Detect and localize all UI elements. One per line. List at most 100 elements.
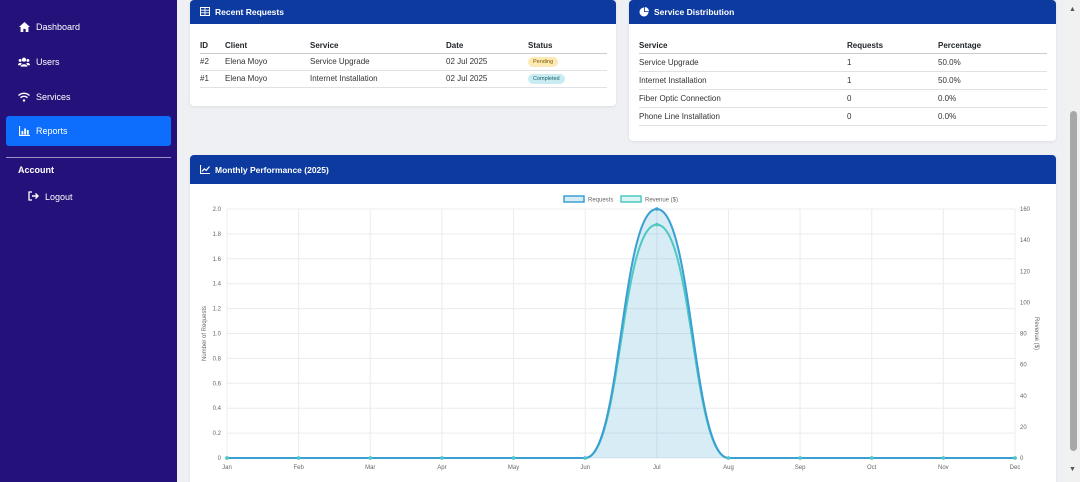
y2-tick-label: 40 (1020, 394, 1027, 400)
card-title: Recent Requests (215, 7, 284, 17)
table-row: Internet Installation 1 50.0% (639, 71, 1047, 89)
sidebar-item-label: Users (36, 57, 60, 67)
monthly-performance-header: Monthly Performance (2025) (190, 155, 1056, 184)
requests-point (655, 207, 659, 211)
cell-id: #1 (200, 74, 209, 83)
column-header: Date (446, 41, 464, 51)
recent-requests-table: ID Client Service Date Status #2 Elena M… (200, 39, 607, 88)
x-tick-label: Nov (938, 465, 949, 471)
wifi-icon (18, 91, 30, 103)
cell-percentage: 50.0% (938, 57, 961, 67)
cell-date: 02 Jul 2025 (446, 74, 488, 83)
y-tick-label: 0.2 (213, 431, 222, 437)
cell-service: Fiber Optic Connection (639, 93, 721, 103)
recent-requests-header: Recent Requests (190, 0, 616, 24)
sidebar-item-services[interactable]: Services (6, 82, 171, 112)
y2-axis-title: Revenue ($) (1033, 317, 1039, 350)
sidebar-divider (6, 157, 171, 158)
legend-swatch-requests (563, 195, 585, 203)
y-tick-label: 0.4 (213, 406, 222, 412)
x-tick-label: Aug (723, 465, 734, 471)
y-tick-label: 2.0 (213, 207, 222, 213)
y-tick-label: 1.0 (213, 332, 222, 338)
cell-id: #2 (200, 57, 209, 66)
column-header: Requests (847, 41, 884, 51)
cell-status: Completed (528, 70, 607, 87)
sidebar-item-reports[interactable]: Reports (6, 116, 171, 146)
table-row[interactable]: #2 Elena Moyo Service Upgrade 02 Jul 202… (200, 53, 607, 70)
cell-service: Service Upgrade (310, 57, 370, 66)
sidebar-item-users[interactable]: Users (6, 47, 171, 77)
status-badge: Completed (528, 74, 565, 84)
monthly-performance-chart: 0 0.2 0.4 0.6 0.8 1.0 1.2 1.4 1.6 1.8 2.0 0 20 40 60 80… (202, 195, 1039, 471)
table-row[interactable]: #1 Elena Moyo Internet Installation 02 J… (200, 70, 607, 87)
column-header: Percentage (938, 41, 982, 51)
x-tick-label: Feb (293, 465, 304, 471)
table-row: Phone Line Installation 0 0.0% (639, 107, 1047, 125)
scroll-down-icon[interactable]: ▼ (1069, 466, 1076, 473)
page-scrollbar[interactable]: ▲ ▼ (1066, 0, 1080, 482)
table-row: Fiber Optic Connection 0 0.0% (639, 89, 1047, 107)
chart-icon (18, 125, 30, 137)
y2-tick-label: 140 (1020, 238, 1031, 244)
logout-link[interactable]: Logout (28, 191, 73, 202)
cell-requests: 0 (847, 111, 852, 121)
table-icon (200, 7, 210, 17)
monthly-performance-card: Monthly Performance (2025) 0 0.2 0.4 0.6 0.8… (190, 155, 1056, 482)
home-icon (18, 21, 30, 33)
cell-status: Pending (528, 53, 607, 70)
card-title: Service Distribution (654, 7, 735, 17)
line-chart-icon (200, 164, 210, 175)
table-header-row: Service Requests Percentage (639, 39, 1047, 53)
y-tick-label: 1.2 (213, 307, 222, 313)
revenue-point (440, 456, 444, 460)
y-tick-label: 1.4 (213, 282, 222, 288)
legend-swatch-revenue (620, 195, 642, 203)
service-distribution-table: Service Requests Percentage Service Upgr… (639, 39, 1047, 126)
revenue-point (583, 456, 587, 460)
cell-date: 02 Jul 2025 (446, 57, 488, 66)
revenue-point (368, 456, 373, 460)
y2-tick-label: 120 (1020, 269, 1031, 275)
logout-label: Logout (45, 191, 73, 202)
card-title: Monthly Performance (2025) (215, 164, 329, 175)
y-tick-label: 1.8 (213, 232, 222, 238)
column-header: Service (639, 41, 668, 51)
sidebar-item-label: Reports (36, 126, 68, 136)
sidebar-item-label: Services (36, 92, 71, 102)
scrollbar-thumb[interactable] (1070, 111, 1077, 451)
pie-icon (639, 7, 649, 17)
revenue-point (225, 456, 229, 460)
service-distribution-card: Service Distribution Service Requests Pe… (629, 0, 1056, 141)
revenue-point (869, 456, 874, 460)
y2-tick-label: 60 (1020, 363, 1027, 369)
y2-tick-label: 20 (1020, 425, 1027, 431)
service-distribution-header: Service Distribution (629, 0, 1056, 24)
legend-label-revenue: Revenue ($) (645, 198, 678, 204)
table-header-row: ID Client Service Date Status (200, 39, 607, 53)
y2-tick-label: 100 (1020, 300, 1031, 306)
revenue-point (511, 456, 516, 460)
sidebar-item-dashboard[interactable]: Dashboard (6, 12, 171, 42)
cell-percentage: 0.0% (938, 111, 957, 121)
logout-icon (28, 191, 39, 202)
cell-percentage: 50.0% (938, 75, 961, 85)
cell-percentage: 0.0% (938, 93, 957, 103)
cell-service: Internet Installation (310, 74, 378, 83)
x-tick-label: Mar (365, 465, 375, 471)
cell-requests: 0 (847, 93, 852, 103)
cell-requests: 1 (847, 75, 852, 85)
users-icon (18, 56, 30, 68)
x-tick-label: Apr (437, 465, 446, 471)
x-tick-label: Jan (222, 465, 232, 471)
account-heading: Account (18, 165, 54, 175)
cell-requests: 1 (847, 57, 852, 67)
cell-service: Phone Line Installation (639, 111, 720, 121)
y2-tick-label: 0 (1020, 456, 1024, 462)
scroll-up-icon[interactable]: ▲ (1069, 6, 1076, 13)
legend-label-requests: Requests (588, 198, 613, 204)
x-tick-label: Dec (1010, 465, 1021, 471)
recent-requests-card: Recent Requests ID Client Service Date S… (190, 0, 616, 106)
y2-tick-label: 80 (1020, 332, 1027, 338)
sidebar: Dashboard Users Services Reports Account… (0, 0, 177, 482)
